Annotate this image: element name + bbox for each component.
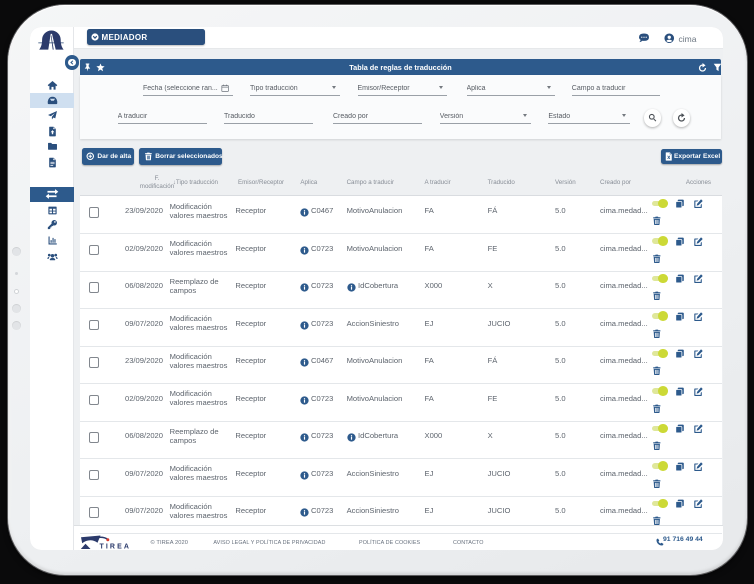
svg-text:TIREA: TIREA xyxy=(100,544,132,550)
